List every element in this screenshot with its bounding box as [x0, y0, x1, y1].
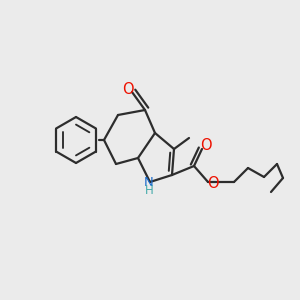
Text: O: O [200, 139, 212, 154]
Text: O: O [207, 176, 219, 191]
Text: N: N [144, 176, 154, 190]
Text: H: H [145, 184, 153, 197]
Text: O: O [122, 82, 134, 98]
